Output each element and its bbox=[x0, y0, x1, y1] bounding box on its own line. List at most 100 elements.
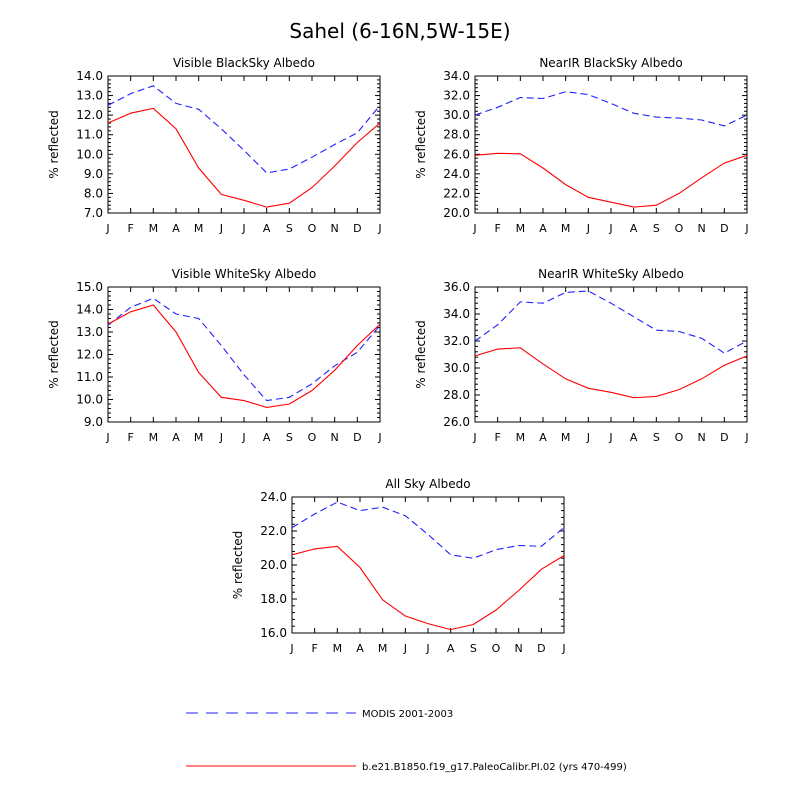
y-tick-label: 13.0 bbox=[76, 325, 103, 339]
series-line-model bbox=[107, 107, 381, 208]
y-tick-label: 30.0 bbox=[443, 361, 470, 375]
x-tick-label: J bbox=[219, 222, 223, 235]
y-tick-label: 34.0 bbox=[443, 69, 470, 83]
plot-frame bbox=[291, 496, 565, 634]
x-tick-label: A bbox=[263, 431, 271, 444]
y-tick-label: 36.0 bbox=[443, 280, 470, 294]
x-tick-label: F bbox=[495, 431, 501, 444]
y-tick-label: 14.0 bbox=[76, 303, 103, 317]
x-tick-label: N bbox=[515, 642, 523, 655]
x-tick-label: M bbox=[378, 642, 388, 655]
y-axis-label: % reflected bbox=[47, 320, 61, 389]
x-tick-label: M bbox=[516, 222, 526, 235]
y-tick-label: 28.0 bbox=[443, 128, 470, 142]
x-tick-label: J bbox=[586, 222, 590, 235]
y-axis-label: % reflected bbox=[414, 320, 428, 389]
x-tick-label: M bbox=[561, 431, 571, 444]
plot-frame bbox=[474, 75, 748, 214]
x-tick-label: O bbox=[308, 222, 317, 235]
chart-title: NearIR BlackSky Albedo bbox=[539, 56, 682, 70]
x-tick-label: J bbox=[472, 431, 476, 444]
y-tick-label: 24.0 bbox=[260, 490, 287, 504]
plot-frame bbox=[474, 286, 748, 423]
plot-frame bbox=[107, 75, 381, 214]
y-tick-label: 28.0 bbox=[443, 388, 470, 402]
chart-title: All Sky Albedo bbox=[385, 477, 470, 491]
x-tick-label: M bbox=[149, 431, 159, 444]
y-tick-label: 32.0 bbox=[443, 89, 470, 103]
series-line-model bbox=[291, 545, 565, 631]
x-tick-label: D bbox=[353, 431, 361, 444]
y-tick-label: 9.0 bbox=[84, 167, 103, 181]
legend-label-modis: MODIS 2001-2003 bbox=[362, 709, 453, 720]
y-tick-label: 14.0 bbox=[76, 69, 103, 83]
series-line-model bbox=[474, 152, 748, 208]
x-tick-label: F bbox=[495, 222, 501, 235]
x-tick-label: D bbox=[353, 222, 361, 235]
series-line-modis bbox=[291, 501, 565, 559]
y-axis-label: % reflected bbox=[414, 110, 428, 179]
x-tick-label: A bbox=[263, 222, 271, 235]
y-tick-label: 26.0 bbox=[443, 415, 470, 429]
chart-4: NearIR WhiteSky Albedo % reflected 26.0 28.… bbox=[414, 267, 749, 444]
x-tick-label: A bbox=[172, 222, 180, 235]
x-tick-label: S bbox=[653, 222, 660, 235]
y-tick-label: 20.0 bbox=[260, 558, 287, 572]
series-line-model bbox=[107, 304, 381, 408]
series-line-modis bbox=[474, 91, 748, 127]
y-tick-label: 12.0 bbox=[76, 348, 103, 362]
x-tick-label: J bbox=[744, 222, 748, 235]
x-tick-label: D bbox=[720, 222, 728, 235]
x-tick-label: J bbox=[425, 642, 429, 655]
y-tick-label: 22.0 bbox=[443, 186, 470, 200]
x-tick-label: A bbox=[539, 222, 547, 235]
y-tick-label: 11.0 bbox=[76, 370, 103, 384]
x-tick-label: A bbox=[172, 431, 180, 444]
x-tick-label: N bbox=[331, 431, 339, 444]
x-tick-label: O bbox=[675, 222, 684, 235]
x-tick-label: A bbox=[356, 642, 364, 655]
x-tick-label: J bbox=[561, 642, 565, 655]
x-tick-label: J bbox=[377, 222, 381, 235]
x-tick-label: J bbox=[105, 431, 109, 444]
x-tick-label: N bbox=[698, 431, 706, 444]
x-tick-label: J bbox=[241, 222, 245, 235]
x-tick-label: S bbox=[470, 642, 477, 655]
x-tick-label: M bbox=[516, 431, 526, 444]
y-tick-label: 7.0 bbox=[84, 206, 103, 220]
y-tick-label: 12.0 bbox=[76, 108, 103, 122]
x-tick-label: A bbox=[630, 431, 638, 444]
x-tick-label: J bbox=[744, 431, 748, 444]
y-tick-label: 30.0 bbox=[443, 108, 470, 122]
series-line-modis bbox=[107, 85, 381, 174]
y-tick-label: 8.0 bbox=[84, 186, 103, 200]
x-tick-label: O bbox=[492, 642, 501, 655]
chart-title: Visible BlackSky Albedo bbox=[173, 56, 315, 70]
x-tick-label: J bbox=[472, 222, 476, 235]
x-tick-label: F bbox=[128, 431, 134, 444]
x-tick-label: J bbox=[403, 642, 407, 655]
x-tick-label: F bbox=[312, 642, 318, 655]
chart-1: Visible BlackSky Albedo % reflected 7.0 8.0… bbox=[47, 56, 382, 235]
x-tick-label: M bbox=[561, 222, 571, 235]
series-line-model bbox=[474, 347, 748, 399]
x-tick-label: O bbox=[308, 431, 317, 444]
legend: MODIS 2001-2003 b.e21.B1850.f19_g17.Pale… bbox=[186, 709, 627, 773]
x-tick-label: A bbox=[447, 642, 455, 655]
x-tick-label: M bbox=[333, 642, 343, 655]
x-tick-label: N bbox=[698, 222, 706, 235]
y-tick-label: 16.0 bbox=[260, 626, 287, 640]
y-tick-label: 22.0 bbox=[260, 524, 287, 538]
y-tick-label: 34.0 bbox=[443, 307, 470, 321]
x-tick-label: J bbox=[586, 431, 590, 444]
x-tick-label: J bbox=[105, 222, 109, 235]
chart-5: All Sky Albedo % reflected 16.0 18.0 20.0 22.… bbox=[231, 477, 566, 655]
x-tick-label: D bbox=[537, 642, 545, 655]
y-tick-label: 9.0 bbox=[84, 415, 103, 429]
chart-title: NearIR WhiteSky Albedo bbox=[538, 267, 684, 281]
y-tick-label: 18.0 bbox=[260, 592, 287, 606]
y-tick-label: 32.0 bbox=[443, 334, 470, 348]
x-tick-label: J bbox=[377, 431, 381, 444]
x-tick-label: F bbox=[128, 222, 134, 235]
chart-title: Visible WhiteSky Albedo bbox=[172, 267, 316, 281]
